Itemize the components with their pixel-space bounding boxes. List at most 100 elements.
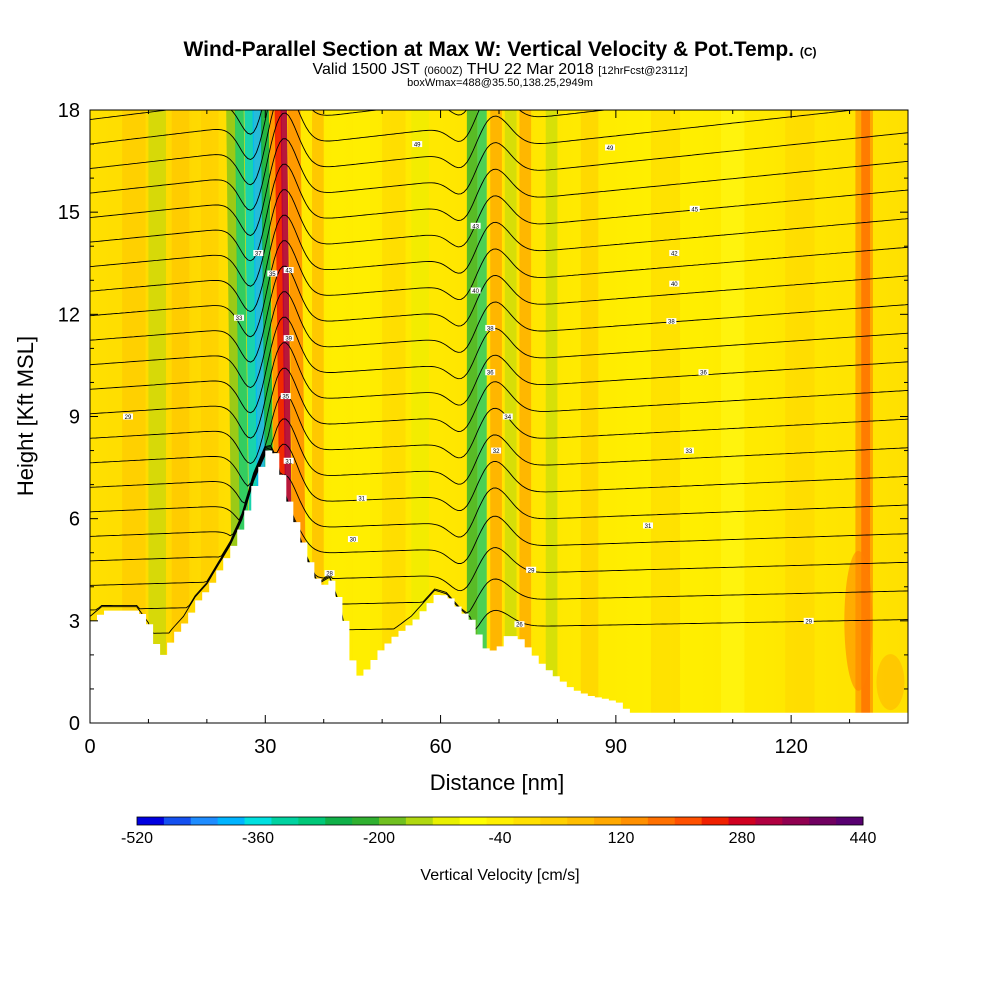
y-tick-label: 12 — [58, 304, 80, 326]
y-tick-label: 3 — [69, 611, 80, 633]
theta-label-bg — [122, 413, 133, 420]
x-tick-label: 60 — [429, 736, 451, 758]
colorbar-swatch — [647, 817, 676, 825]
theta-label: 31 — [645, 524, 652, 530]
colorbar-swatch — [432, 817, 461, 825]
theta-label-bg — [470, 287, 481, 294]
isentropes — [90, 110, 908, 634]
colorbar-swatch — [621, 817, 649, 825]
theta-label: 43 — [285, 269, 292, 275]
colorbar-tick-label: 440 — [850, 830, 877, 847]
isentrope — [90, 316, 908, 414]
theta-label: 33 — [686, 449, 693, 455]
colorbar-swatch — [540, 817, 568, 825]
y-tick-label: 6 — [69, 509, 80, 531]
velocity-band — [580, 110, 599, 723]
theta-label: 34 — [504, 415, 511, 421]
theta-label-bg — [642, 522, 653, 529]
theta-label: 49 — [607, 146, 614, 152]
isentrope — [90, 443, 908, 521]
velocity-band — [352, 110, 371, 723]
colorbar-label: Vertical Velocity [cm/s] — [420, 867, 579, 884]
velocity-band — [411, 110, 429, 723]
velocity-band — [785, 110, 815, 723]
theta-label: 40 — [671, 282, 678, 288]
isentrope — [90, 450, 908, 592]
x-tick-label: 30 — [254, 736, 276, 758]
velocity-band — [545, 110, 558, 723]
theta-label: 31 — [358, 497, 365, 503]
x-tick-label: 90 — [605, 736, 627, 758]
isentrope — [90, 265, 908, 363]
colorbar-swatch — [809, 817, 837, 825]
terrain — [90, 450, 908, 723]
colorbar-swatch — [244, 817, 272, 825]
isentrope — [90, 342, 908, 439]
isentrope — [90, 240, 908, 338]
theta-label: 29 — [125, 415, 132, 421]
velocity-band — [504, 110, 517, 723]
colorbar-swatch — [701, 817, 730, 825]
isentrope — [90, 110, 468, 160]
isentrope — [90, 453, 908, 634]
subtitle-date: THU 22 Mar 2018 — [466, 61, 594, 78]
isentrope — [90, 110, 609, 186]
theta-label-bg — [485, 324, 496, 331]
velocity-blob — [876, 654, 905, 711]
y-axis-label: Height [Kft MSL] — [13, 336, 38, 496]
theta-label: 31 — [285, 459, 292, 465]
theta-label-bg — [502, 413, 513, 420]
theta-label: 39 — [285, 337, 292, 343]
isentrope — [90, 367, 908, 465]
velocity-band — [312, 110, 324, 723]
velocity-band — [477, 110, 487, 723]
colorbar-swatch — [728, 817, 756, 825]
colorbar-swatch — [782, 817, 810, 825]
theta-label: 35 — [269, 272, 276, 278]
colorbar-swatch — [217, 817, 246, 825]
plot-area: 29 33 37 35 43 39 35 31 29 31 30 28 49 43 40 38 36 34 32 29… — [90, 110, 908, 723]
colorbar-swatch — [459, 817, 488, 825]
colorbar-tick-label: -40 — [488, 830, 511, 847]
theta-label: 32 — [493, 449, 500, 455]
chart-title-tag: (C) — [799, 45, 817, 59]
theta-label: 29 — [805, 619, 812, 625]
theta-label: 26 — [516, 623, 523, 629]
subtitle-fcst: [12hrFcst@2311z] — [598, 65, 688, 77]
y-tick-label: 18 — [58, 100, 80, 122]
theta-label-bg — [347, 536, 358, 543]
isentrope — [90, 291, 908, 388]
theta-label-bg — [683, 447, 694, 454]
theta-label: 29 — [528, 568, 535, 574]
colorbar-frame — [136, 816, 864, 826]
isentrope — [90, 214, 908, 312]
colorbar-swatch — [405, 817, 434, 825]
colorbar: -520 -360 -200 -40 120 280 440 — [121, 816, 877, 847]
y-tick-label: 9 — [69, 407, 80, 429]
theta-label: 35 — [282, 395, 289, 401]
theta-label-bg — [689, 205, 700, 212]
colorbar-swatch — [513, 817, 541, 825]
velocity-band — [490, 110, 502, 723]
velocity-band — [148, 110, 166, 723]
colorbar-tick-label: 280 — [729, 830, 756, 847]
theta-label-bg — [803, 617, 814, 624]
theta-label-bg — [283, 267, 294, 274]
isentrope — [90, 447, 908, 538]
theta-label-bg — [526, 566, 537, 573]
isentrope — [90, 160, 908, 262]
isentrope — [90, 418, 908, 504]
isentrope — [90, 110, 858, 211]
isentrope — [90, 393, 908, 487]
theta-label: 37 — [255, 252, 262, 258]
colorbar-swatch — [674, 817, 703, 825]
colorbar-swatch — [594, 817, 622, 825]
y-tick-label: 0 — [69, 713, 80, 735]
theta-label-bg — [669, 250, 680, 257]
velocity-band — [650, 110, 681, 723]
isentrope — [90, 451, 908, 614]
velocity-bands — [122, 110, 905, 723]
theta-labels: 29 33 37 35 43 39 35 31 29 31 30 28 49 43 40 38 36 34 32 29… — [122, 141, 814, 629]
colorbar-tick-label: -200 — [363, 830, 395, 847]
velocity-band — [171, 110, 190, 723]
